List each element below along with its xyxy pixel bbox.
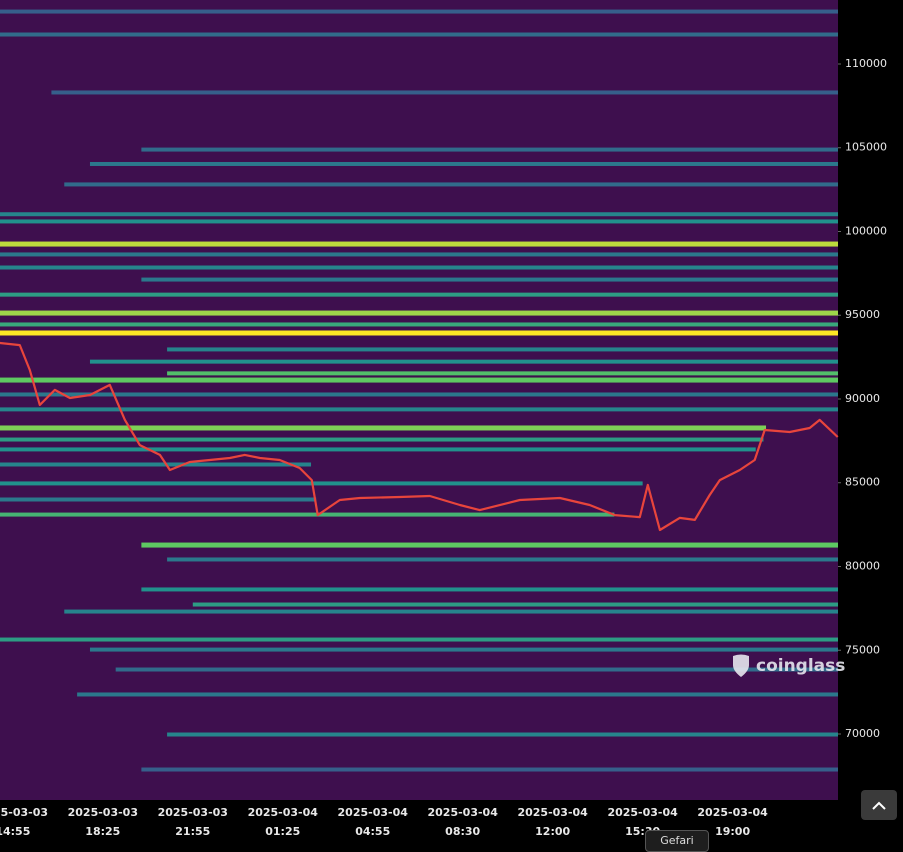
heat-band [167, 732, 839, 737]
y-tick-label: 105000 [845, 141, 887, 154]
heat-band [0, 292, 838, 297]
x-tick-label: 2025-03-04 12:00 [517, 806, 588, 838]
heat-band [0, 447, 756, 452]
heat-band [0, 310, 838, 316]
heat-band [0, 425, 767, 431]
x-tick-label: 2025-03-03 18:25 [67, 806, 138, 838]
heat-band [0, 241, 838, 247]
heat-band [0, 462, 312, 467]
y-tick-label: 85000 [845, 476, 880, 489]
heat-band [0, 212, 838, 217]
heat-band [0, 330, 838, 336]
heat-band [0, 377, 838, 383]
price-layer [0, 341, 839, 532]
heat-band [0, 497, 317, 502]
heat-band [0, 9, 838, 14]
x-tick-label: 2025-03-03 21:55 [157, 806, 228, 838]
heat-band [0, 407, 838, 412]
tooltip: Gefari [645, 830, 709, 852]
heat-band [0, 32, 838, 37]
y-tick-label: 95000 [845, 308, 880, 321]
heat-band [64, 609, 839, 614]
heat-band [0, 392, 838, 397]
heat-band [141, 147, 838, 152]
x-tick-label: 2025-03-04 08:30 [427, 806, 498, 838]
y-tick-label: 110000 [845, 57, 887, 70]
heat-band [141, 587, 838, 592]
heat-band [89, 161, 839, 166]
heat-band [51, 90, 839, 95]
heat-band [0, 265, 838, 270]
heat-band [0, 512, 615, 517]
x-tick-label: 2025-03-04 19:00 [697, 806, 768, 838]
heat-band [89, 647, 839, 652]
heat-band [77, 692, 838, 697]
x-tick-label: 2025-03-04 01:25 [247, 806, 318, 838]
x-tick-label: 2025-03-03 14:55 [0, 806, 49, 838]
scroll-top-button[interactable] [861, 790, 897, 820]
heat-band [0, 637, 838, 642]
heat-band [167, 557, 839, 562]
heat-band [0, 437, 764, 442]
price-line [0, 341, 839, 532]
heat-band [0, 322, 838, 327]
plot-background [0, 0, 838, 800]
logo-icon [733, 654, 749, 677]
heat-band [167, 347, 839, 352]
heat-band [0, 252, 838, 257]
y-tick-label: 90000 [845, 392, 880, 405]
y-tick-label: 80000 [845, 559, 880, 572]
heat-band [192, 602, 839, 607]
y-tick-label: 75000 [845, 643, 880, 656]
heat-band [0, 219, 838, 224]
y-tick-label: 70000 [845, 727, 880, 740]
heat-bands [0, 9, 839, 772]
heat-band [89, 359, 839, 364]
heat-band [64, 182, 839, 187]
y-axis: 70000 75000 80000 85000 90000 95000 100000 1050… [838, 57, 887, 740]
y-tick-label: 100000 [845, 224, 887, 237]
chevron-icon [872, 801, 886, 810]
heat-band [141, 767, 838, 772]
heat-band [141, 277, 838, 282]
watermark: coinglass [730, 653, 845, 679]
x-tick-label: 2025-03-04 04:55 [337, 806, 408, 838]
heat-band [141, 542, 838, 548]
heat-band [115, 667, 838, 672]
heat-band [167, 371, 839, 376]
watermark-text: coinglass [756, 656, 846, 676]
heat-band [0, 481, 643, 486]
